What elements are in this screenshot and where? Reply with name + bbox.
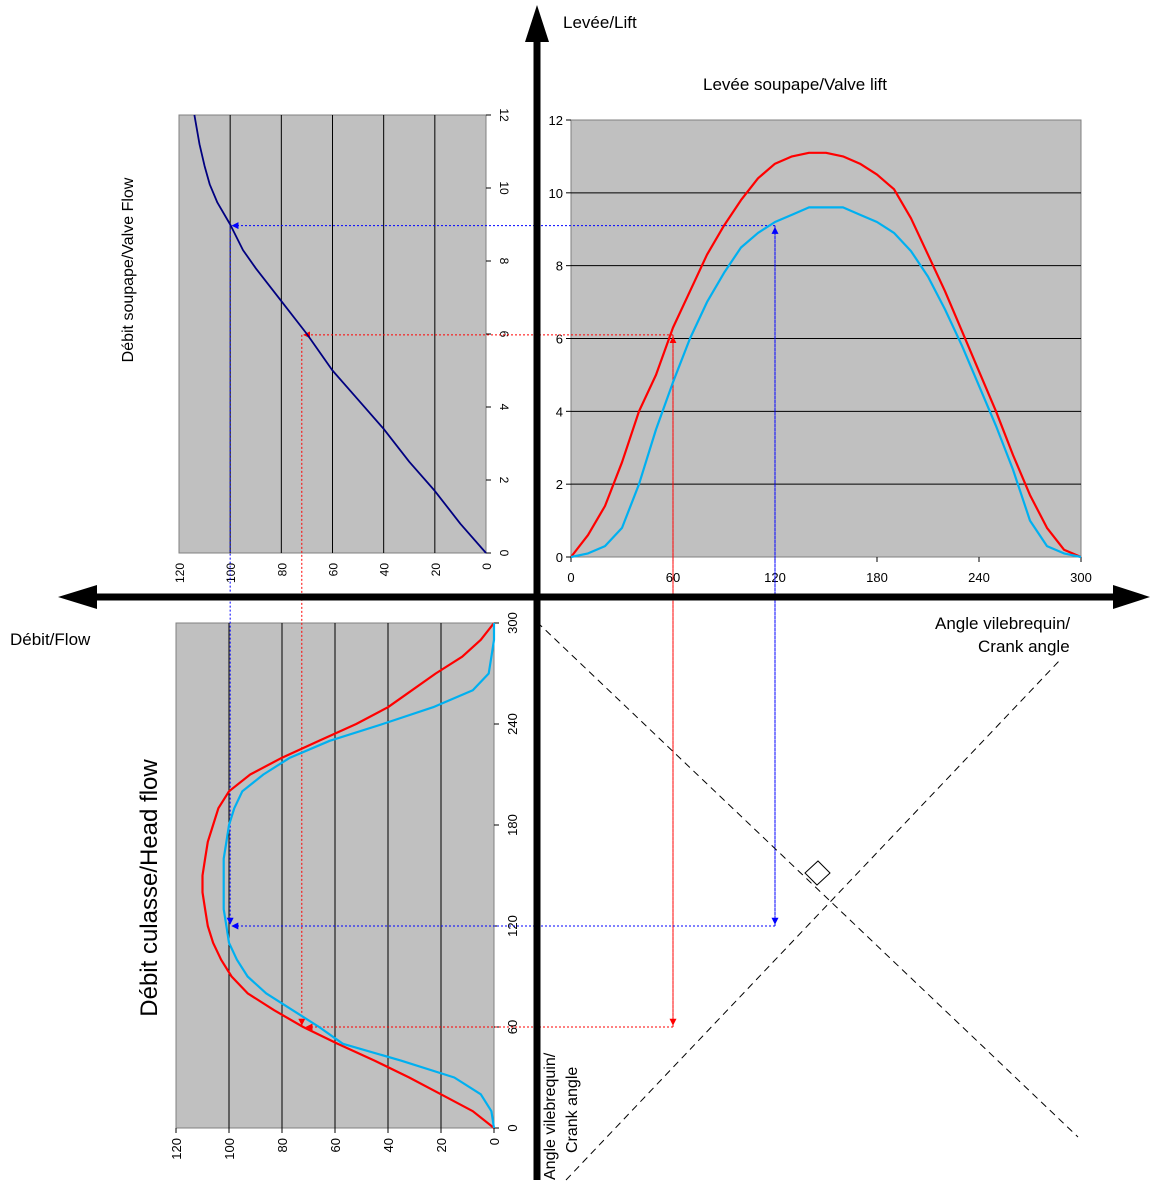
valve-lift-y-tick-label: 12	[549, 113, 563, 128]
valve-lift-y-tick-label: 8	[556, 259, 563, 274]
valve-lift-x-tick-label: 0	[567, 570, 574, 585]
valve-flow-y-tick-label: 2	[497, 477, 511, 484]
crank-angle-bottom-label-line2: Crank angle	[564, 1067, 581, 1153]
valve-lift-y-tick-label: 0	[556, 550, 563, 565]
valve-flow-y-tick-label: 6	[497, 331, 511, 338]
valve-flow-x-tick-label: 120	[173, 563, 187, 583]
crank-angle-bottom-label-line1: Angle vilebrequin/	[542, 1052, 559, 1180]
valve-lift-y-tick-label: 6	[556, 332, 563, 347]
head-flow-series-red	[201, 622, 495, 1129]
valve-lift-x-tick-label: 300	[1070, 570, 1092, 585]
valve-lift-x-tick-label: 240	[968, 570, 990, 585]
valve-lift-y-tick-label: 10	[549, 186, 563, 201]
flow-axis-label: Débit/Flow	[10, 630, 91, 649]
valve-flow-y-tick-label: 8	[497, 258, 511, 265]
valve-lift-x-tick-label: 180	[866, 570, 888, 585]
valve-flow-chart-title: Débit soupape/Valve Flow	[120, 177, 137, 362]
valve-flow-x-tick-label: 60	[327, 563, 341, 577]
right-angle-marker	[804, 860, 831, 886]
valve-flow-x-tick-label: 40	[378, 563, 392, 577]
head-flow-x-tick-label: 0	[487, 1138, 502, 1145]
crank-angle-right-label-line2: Crank angle	[978, 637, 1070, 656]
valve-lift-y-tick-label: 4	[556, 404, 563, 419]
head-flow-x-tick-label: 120	[169, 1138, 184, 1160]
valve-flow-x-tick-label: 0	[480, 563, 494, 570]
valve-flow-x-tick-label: 100	[224, 563, 238, 583]
crank-angle-axis-arrowhead	[1113, 585, 1150, 609]
valve-flow-y-tick-label: 10	[497, 181, 511, 195]
head-flow-y-tick-label: 0	[505, 1124, 520, 1131]
reflection-diagonal	[565, 659, 1061, 1181]
curves	[193, 114, 1082, 1129]
valve-flow-series	[193, 114, 487, 554]
head-flow-x-tick-label: 40	[381, 1138, 396, 1152]
head-flow-y-tick-label: 180	[505, 814, 520, 836]
valve-flow-x-tick-label: 80	[275, 563, 289, 577]
complementary-diagonal	[536, 621, 1079, 1138]
guide-lines	[226, 222, 779, 1031]
lift-axis-label: Levée/Lift	[563, 13, 637, 32]
gridlines	[175, 114, 1082, 1133]
valve-lift-series-red	[570, 151, 1082, 559]
head-flow-y-tick-label: 120	[505, 915, 520, 937]
head-flow-chart-title: Débit culasse/Head flow	[136, 759, 163, 1017]
valve-flow-y-tick-label: 4	[497, 404, 511, 411]
head-flow-x-tick-label: 20	[434, 1138, 449, 1152]
head-flow-series-blue	[222, 623, 496, 1129]
valve-lift-chart-title: Levée soupape/Valve lift	[703, 75, 887, 94]
head-flow-x-tick-label: 80	[275, 1138, 290, 1152]
flow-axis-arrowhead	[58, 585, 97, 609]
valve-lift-y-tick-label: 2	[556, 477, 563, 492]
crank-angle-right-label-line1: Angle vilebrequin/	[935, 614, 1070, 633]
head-flow-y-tick-label: 240	[505, 713, 520, 735]
head-flow-y-tick-label: 300	[505, 612, 520, 634]
valve-flow-x-tick-label: 20	[429, 563, 443, 577]
lift-axis-arrowhead	[525, 5, 549, 42]
head-flow-x-tick-label: 100	[222, 1138, 237, 1160]
valve-flow-y-tick-label: 12	[497, 108, 511, 122]
head-flow-x-tick-label: 60	[328, 1138, 343, 1152]
valve-lift-series-blue	[570, 206, 1082, 559]
valve-flow-y-tick-label: 0	[497, 550, 511, 557]
